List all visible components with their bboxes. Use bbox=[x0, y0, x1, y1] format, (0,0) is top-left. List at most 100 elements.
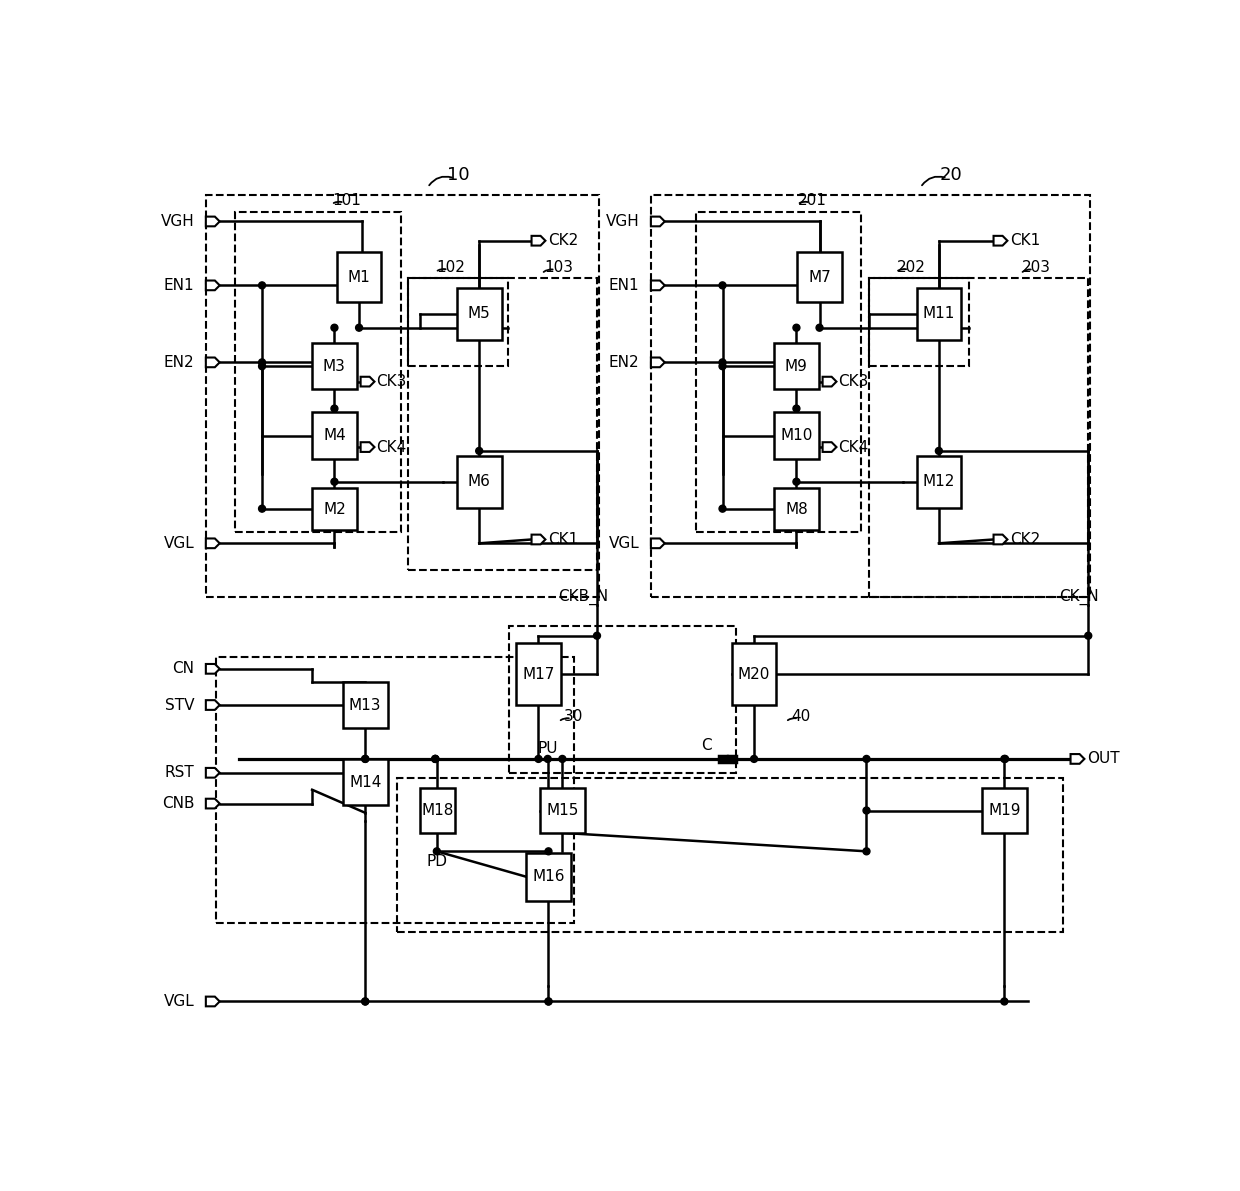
Bar bbox=[541, 788, 585, 833]
Text: M11: M11 bbox=[923, 306, 955, 322]
Text: M7: M7 bbox=[808, 270, 831, 285]
Bar bbox=[420, 788, 455, 833]
Circle shape bbox=[476, 448, 482, 455]
Circle shape bbox=[719, 282, 725, 289]
Text: CK2: CK2 bbox=[1011, 532, 1040, 547]
Bar bbox=[312, 412, 357, 459]
Circle shape bbox=[1085, 632, 1091, 640]
Text: M4: M4 bbox=[324, 428, 346, 443]
Text: 201: 201 bbox=[799, 193, 827, 208]
Text: EN1: EN1 bbox=[609, 278, 640, 293]
Text: M19: M19 bbox=[988, 803, 1021, 818]
Text: M13: M13 bbox=[348, 698, 382, 712]
Text: M2: M2 bbox=[324, 501, 346, 517]
Polygon shape bbox=[206, 799, 219, 809]
Bar bbox=[516, 643, 560, 705]
Circle shape bbox=[750, 755, 758, 762]
Circle shape bbox=[432, 755, 439, 762]
Polygon shape bbox=[206, 357, 219, 367]
Circle shape bbox=[544, 755, 552, 762]
Polygon shape bbox=[206, 700, 219, 710]
Text: CNB: CNB bbox=[161, 796, 195, 811]
Bar bbox=[651, 195, 1090, 597]
Circle shape bbox=[546, 998, 552, 1005]
Text: 202: 202 bbox=[897, 260, 925, 275]
Bar bbox=[312, 488, 357, 530]
Polygon shape bbox=[651, 281, 665, 291]
Text: 103: 103 bbox=[544, 260, 573, 275]
Polygon shape bbox=[651, 538, 665, 548]
Circle shape bbox=[331, 324, 337, 331]
Text: VGH: VGH bbox=[160, 214, 195, 229]
Bar bbox=[869, 278, 968, 366]
Circle shape bbox=[259, 282, 265, 289]
Text: VGL: VGL bbox=[609, 536, 640, 550]
Text: M17: M17 bbox=[522, 667, 554, 681]
Text: M10: M10 bbox=[780, 428, 812, 443]
Bar bbox=[916, 455, 961, 507]
Circle shape bbox=[534, 755, 542, 762]
Text: 102: 102 bbox=[436, 260, 465, 275]
Circle shape bbox=[356, 324, 362, 331]
Text: M8: M8 bbox=[785, 501, 807, 517]
Circle shape bbox=[792, 324, 800, 331]
Text: EN1: EN1 bbox=[164, 278, 195, 293]
Circle shape bbox=[259, 505, 265, 512]
Bar bbox=[869, 278, 1089, 597]
Circle shape bbox=[1002, 755, 1008, 762]
Circle shape bbox=[432, 755, 439, 762]
Text: C: C bbox=[701, 737, 712, 753]
Text: 203: 203 bbox=[1022, 260, 1050, 275]
Polygon shape bbox=[361, 442, 374, 451]
Circle shape bbox=[362, 755, 368, 762]
Circle shape bbox=[362, 755, 368, 762]
Text: 30: 30 bbox=[564, 709, 584, 724]
Bar bbox=[312, 343, 357, 389]
Text: 10: 10 bbox=[448, 167, 470, 185]
Polygon shape bbox=[206, 768, 219, 778]
Polygon shape bbox=[206, 663, 219, 674]
Bar bbox=[774, 343, 818, 389]
Text: RST: RST bbox=[165, 766, 195, 780]
Circle shape bbox=[433, 848, 440, 855]
Polygon shape bbox=[206, 281, 219, 291]
Bar bbox=[732, 643, 776, 705]
Polygon shape bbox=[651, 357, 665, 367]
Text: EN2: EN2 bbox=[164, 355, 195, 370]
Text: CK_N: CK_N bbox=[1059, 590, 1099, 605]
Bar bbox=[337, 252, 382, 303]
Text: M18: M18 bbox=[422, 803, 454, 818]
Bar bbox=[236, 212, 401, 531]
Text: CK1: CK1 bbox=[548, 532, 579, 547]
Text: PD: PD bbox=[427, 854, 448, 868]
Polygon shape bbox=[822, 376, 837, 386]
Bar bbox=[774, 412, 818, 459]
Circle shape bbox=[719, 505, 725, 512]
Text: EN2: EN2 bbox=[609, 355, 640, 370]
Polygon shape bbox=[206, 217, 219, 226]
Circle shape bbox=[546, 998, 552, 1005]
Bar bbox=[216, 657, 574, 923]
Circle shape bbox=[1001, 755, 1008, 762]
Circle shape bbox=[331, 479, 337, 485]
Polygon shape bbox=[206, 997, 219, 1006]
Bar bbox=[397, 778, 1063, 933]
Circle shape bbox=[1001, 998, 1008, 1005]
Bar bbox=[408, 278, 596, 570]
Text: 40: 40 bbox=[791, 709, 811, 724]
Circle shape bbox=[432, 755, 439, 762]
Circle shape bbox=[259, 358, 265, 366]
Polygon shape bbox=[532, 236, 546, 245]
Circle shape bbox=[863, 848, 870, 855]
Circle shape bbox=[546, 848, 552, 855]
Circle shape bbox=[863, 807, 870, 813]
Circle shape bbox=[719, 363, 725, 369]
Circle shape bbox=[816, 324, 823, 331]
Text: CK3: CK3 bbox=[376, 374, 407, 389]
Polygon shape bbox=[532, 535, 546, 544]
Text: CN: CN bbox=[172, 661, 195, 676]
Bar bbox=[408, 278, 508, 366]
Polygon shape bbox=[993, 236, 1007, 245]
Bar bbox=[343, 682, 388, 728]
Circle shape bbox=[362, 998, 368, 1005]
